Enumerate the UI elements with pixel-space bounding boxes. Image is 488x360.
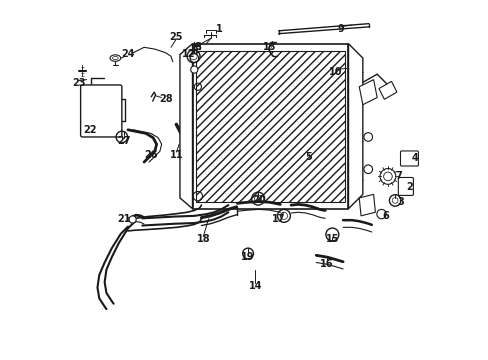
Text: 26: 26 [144,150,158,160]
Polygon shape [348,44,362,209]
Text: 24: 24 [121,49,134,59]
Text: 2: 2 [405,182,412,192]
Text: 5: 5 [305,152,312,162]
Text: 14: 14 [248,281,262,291]
Circle shape [190,54,198,62]
Text: 15: 15 [325,234,338,244]
FancyBboxPatch shape [398,177,412,195]
Text: 17: 17 [271,215,285,224]
Polygon shape [180,44,192,209]
Text: 7: 7 [394,171,401,181]
Polygon shape [359,194,375,216]
Text: 9: 9 [337,24,344,35]
Polygon shape [359,80,376,105]
Text: 8: 8 [194,42,201,52]
Text: 20: 20 [252,195,265,205]
Text: 4: 4 [410,153,417,163]
Text: 23: 23 [72,78,85,88]
Text: 3: 3 [396,197,403,207]
Text: 11: 11 [169,150,183,160]
Text: 19: 19 [241,252,254,262]
Text: 25: 25 [169,32,183,41]
Circle shape [379,168,395,184]
Circle shape [129,216,136,223]
Text: 16: 16 [320,259,333,269]
Text: 6: 6 [382,211,389,221]
Text: 18: 18 [196,234,210,244]
FancyBboxPatch shape [81,85,122,137]
Text: 27: 27 [117,136,130,145]
Text: 1: 1 [216,24,223,35]
FancyBboxPatch shape [400,151,418,166]
Text: 22: 22 [82,125,96,135]
Text: 28: 28 [159,94,172,104]
Text: 13: 13 [263,42,276,52]
Circle shape [190,66,198,73]
Text: 21: 21 [118,215,131,224]
Circle shape [376,210,386,219]
Polygon shape [378,81,396,99]
Polygon shape [196,51,344,202]
Text: 12: 12 [182,49,195,59]
Text: 10: 10 [328,67,342,77]
Ellipse shape [110,55,121,61]
